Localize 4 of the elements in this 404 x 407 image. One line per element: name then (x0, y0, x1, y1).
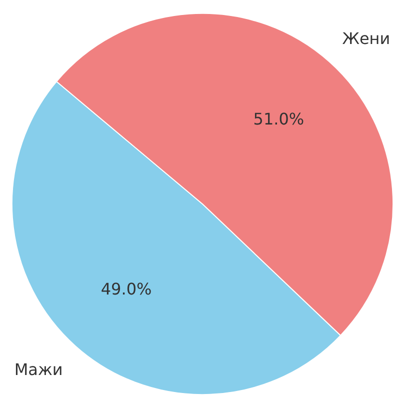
data-label: 49.0% (100, 280, 152, 299)
slice-label: Жени (342, 29, 390, 48)
slice-label: Мажи (14, 360, 63, 379)
data-label: 51.0% (253, 109, 304, 128)
